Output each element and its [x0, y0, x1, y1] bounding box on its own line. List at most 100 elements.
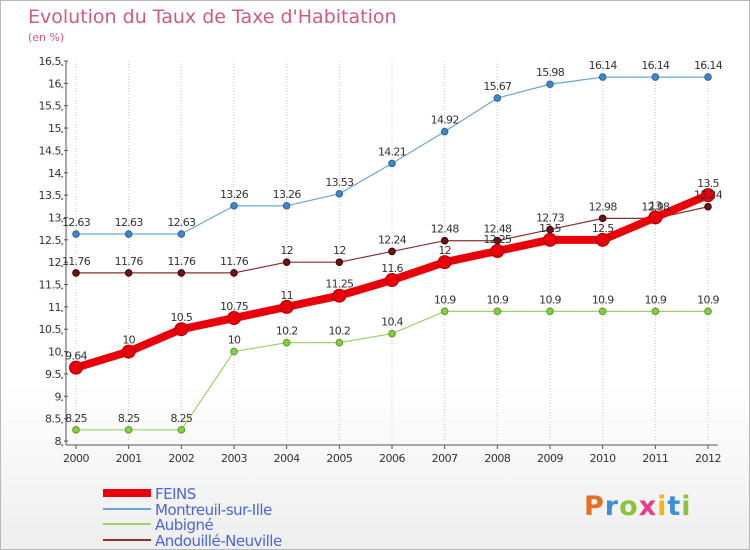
data-label: 13.5 — [697, 177, 719, 190]
y-tick-label: 11.5 — [39, 279, 62, 292]
data-label: 12.24 — [378, 233, 407, 246]
y-tick-label: 13.5 — [39, 189, 62, 202]
data-label: 16.14 — [641, 59, 670, 72]
y-tick-label: 16 — [48, 77, 61, 90]
data-point — [174, 322, 189, 337]
data-point — [230, 202, 238, 210]
data-label: 12.98 — [589, 200, 618, 213]
data-point — [440, 236, 449, 245]
logo-letter: i — [657, 491, 668, 522]
data-label: 11.76 — [62, 255, 91, 268]
data-label: 10.4 — [381, 316, 403, 329]
y-tick-dot — [61, 287, 63, 290]
data-label: 13.26 — [220, 188, 249, 201]
legend-label: FEINS — [155, 485, 196, 503]
data-point — [335, 189, 344, 198]
data-label: 11.6 — [381, 262, 403, 275]
data-point — [72, 230, 80, 238]
chart-subtitle: (en %) — [28, 31, 65, 44]
data-label: 12.25 — [483, 233, 512, 246]
data-point — [388, 159, 396, 168]
legend-label: Andouillé-Neuville — [155, 532, 282, 549]
data-point — [598, 307, 607, 316]
data-point — [124, 269, 133, 277]
y-tick-dot — [61, 220, 63, 223]
data-point — [543, 232, 557, 247]
data-label: 12.73 — [536, 212, 565, 225]
data-label: 12.63 — [62, 216, 91, 229]
data-label: 13 — [649, 199, 662, 212]
data-point — [388, 247, 396, 256]
data-point — [230, 347, 238, 356]
data-label: 10.9 — [644, 293, 666, 306]
data-label: 12.5 — [592, 222, 614, 235]
data-point — [651, 307, 660, 316]
y-tick-dot — [61, 86, 63, 89]
x-tick-label: 2003 — [221, 452, 247, 465]
data-label: 13.53 — [325, 176, 354, 189]
data-label: 11.25 — [325, 278, 354, 291]
data-label: 10.9 — [486, 293, 508, 306]
logo-letter: t — [667, 491, 682, 522]
y-tick-label: 9.5 — [45, 368, 61, 381]
data-label: 10.75 — [220, 300, 249, 313]
data-label: 15.67 — [483, 80, 512, 93]
data-point — [648, 210, 663, 225]
data-point — [177, 426, 186, 434]
data-point — [651, 73, 660, 81]
y-tick-dot — [61, 175, 63, 178]
y-tick-label: 9 — [55, 390, 62, 403]
y-tick-label: 13 — [48, 211, 61, 224]
data-point — [595, 232, 610, 247]
data-label: 10.9 — [592, 293, 614, 306]
y-tick-dot — [61, 108, 63, 111]
legend-label: Montreuil-sur-Ille — [155, 501, 272, 519]
data-point — [124, 230, 133, 238]
data-point — [546, 307, 554, 316]
y-tick-label: 10.5 — [39, 323, 62, 336]
data-label: 11.76 — [167, 255, 196, 268]
data-label: 12.63 — [167, 216, 196, 229]
data-point — [546, 80, 554, 89]
proxiti-logo: Proxiti — [584, 491, 692, 522]
y-tick-dot — [61, 131, 63, 134]
data-point — [437, 255, 452, 270]
data-point — [72, 269, 80, 277]
data-label: 12 — [333, 244, 346, 257]
data-label: 11.76 — [115, 255, 144, 268]
data-point — [388, 329, 396, 338]
data-point — [704, 73, 712, 81]
x-tick-label: 2004 — [274, 452, 300, 465]
data-label: 10.9 — [539, 293, 561, 306]
x-tick-label: 2000 — [63, 452, 89, 465]
data-label: 10.9 — [697, 293, 719, 306]
data-label: 10.2 — [328, 325, 350, 338]
data-label: 11.76 — [220, 255, 249, 268]
y-tick-label: 12.5 — [39, 234, 62, 247]
y-tick-dot — [61, 399, 63, 402]
data-point — [279, 299, 294, 314]
data-label: 8.25 — [118, 412, 140, 425]
logo-letter: P — [584, 491, 605, 522]
data-point — [493, 94, 502, 102]
y-tick-dot — [61, 309, 63, 312]
data-label: 10.9 — [434, 293, 456, 306]
data-point — [177, 269, 186, 277]
data-label: 10 — [122, 334, 135, 347]
x-tick-label: 2007 — [432, 452, 458, 465]
data-point — [440, 127, 449, 136]
data-label: 12.5 — [539, 222, 561, 235]
data-label: 13.26 — [273, 188, 302, 201]
x-tick-label: 2010 — [590, 452, 616, 465]
logo-letter: x — [638, 491, 658, 522]
data-point — [332, 288, 347, 303]
x-tick-label: 2008 — [484, 452, 510, 465]
y-tick-dot — [61, 198, 63, 201]
y-tick-label: 16.5 — [39, 55, 62, 68]
x-tick-label: 2002 — [168, 452, 194, 465]
y-tick-dot — [61, 265, 63, 268]
data-label: 16.14 — [694, 59, 723, 72]
y-tick-dot — [61, 376, 63, 379]
x-tick-label: 2009 — [537, 452, 563, 465]
data-point — [701, 188, 715, 203]
